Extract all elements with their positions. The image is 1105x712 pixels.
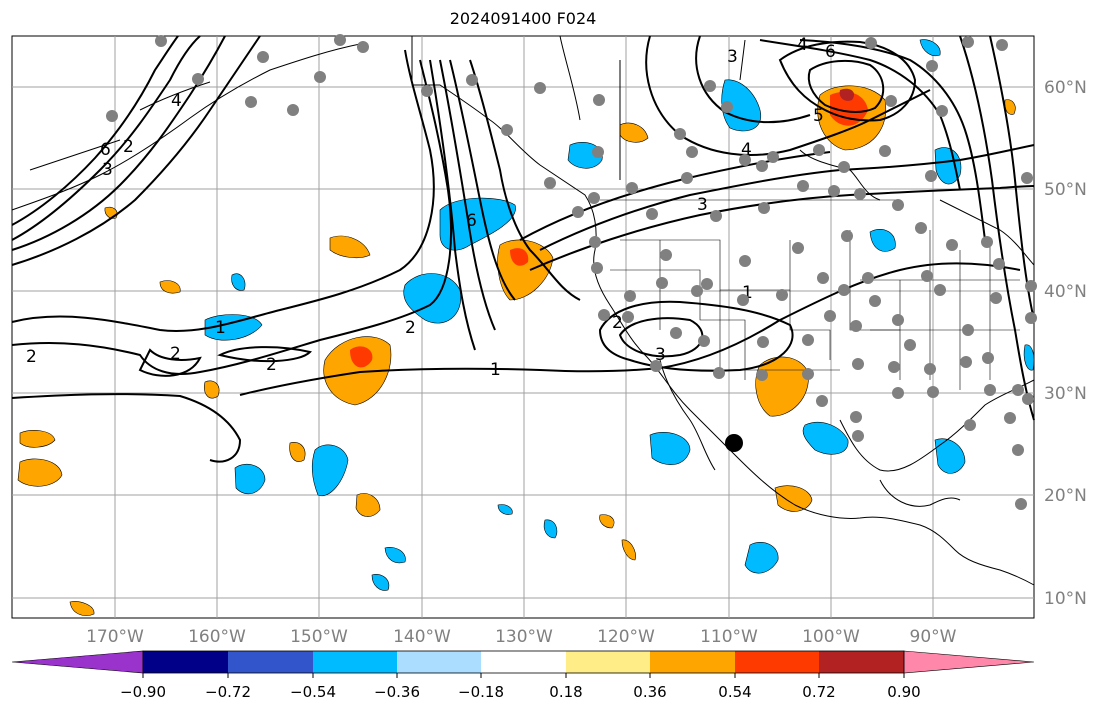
- contour-lines: [11, 35, 1035, 463]
- contour-label-5: 5: [813, 106, 824, 126]
- colorbar-tick-label: 0.18: [549, 683, 582, 701]
- lon-label: 90°W: [910, 627, 957, 647]
- contour-label-2: 2: [405, 318, 416, 338]
- lon-label: 150°W: [290, 627, 348, 647]
- colorbar-cell-over: [903, 650, 1035, 674]
- contour-label-1: 1: [742, 283, 753, 303]
- colorbar-tick-label: 0.72: [802, 683, 835, 701]
- contour-label-4: 4: [741, 140, 752, 160]
- colorbar-outline: [142, 650, 905, 674]
- contour-label-2: 2: [26, 347, 37, 367]
- contour-label-3: 3: [727, 47, 738, 67]
- colorbar-tick-label: 0.36: [633, 683, 666, 701]
- colorbar-cell: [481, 651, 566, 673]
- colorbar-tick-label: −0.36: [374, 683, 420, 701]
- contour-label-3: 3: [655, 345, 666, 365]
- lon-label: 110°W: [700, 627, 758, 647]
- lon-label: 100°W: [802, 627, 860, 647]
- contour-label-6: 6: [466, 211, 477, 231]
- contour-label-1: 1: [490, 360, 501, 380]
- colorbar-cell: [397, 651, 481, 673]
- contour-label-6: 6: [825, 42, 836, 62]
- highlight-marker: [725, 434, 743, 452]
- contour-label-3: 3: [697, 195, 708, 215]
- lon-label: 160°W: [188, 627, 246, 647]
- contour-label-2: 2: [612, 313, 623, 333]
- colorbar: −0.90 −0.72 −0.54 −0.36 −0.18 0.18 0.36 …: [11, 650, 1035, 701]
- colorbar-tick-label: 0.90: [887, 683, 920, 701]
- colorbar-cell: [819, 651, 904, 673]
- lat-label: 40°N: [1044, 282, 1087, 302]
- contour-label-2: 2: [266, 355, 277, 375]
- colorbar-cell-under: [11, 650, 144, 674]
- colorbar-cell: [566, 651, 650, 673]
- contour-label-3: 3: [102, 160, 113, 180]
- lon-label: 140°W: [393, 627, 451, 647]
- contour-label-6: 6: [100, 140, 111, 160]
- colorbar-tick-label: −0.18: [458, 683, 504, 701]
- colorbar-tick-label: 0.54: [718, 683, 751, 701]
- contour-label-1: 1: [215, 318, 226, 338]
- colorbar-cell: [228, 651, 313, 673]
- lat-label: 60°N: [1044, 78, 1087, 98]
- contour-label-4: 4: [171, 91, 182, 111]
- colorbar-tick-label: −0.90: [120, 683, 166, 701]
- map-title: 2024091400 F024: [449, 9, 597, 28]
- contour-label-2: 2: [170, 344, 181, 364]
- colorbar-cell: [735, 651, 819, 673]
- lon-label: 120°W: [597, 627, 655, 647]
- colorbar-tick-label: −0.54: [290, 683, 336, 701]
- longitude-labels: 170°W 160°W 150°W 140°W 130°W 120°W 110°…: [86, 627, 957, 647]
- contour-label-4: 4: [797, 35, 808, 55]
- lon-label: 130°W: [495, 627, 553, 647]
- lat-label: 50°N: [1044, 180, 1087, 200]
- colorbar-cell: [313, 651, 397, 673]
- lon-label: 170°W: [86, 627, 144, 647]
- colorbar-cell: [143, 651, 228, 673]
- colorbar-cell: [650, 651, 735, 673]
- station-markers: [106, 34, 1037, 510]
- contour-labels: 1 1 1 2 2 2 2 2 2 3 3 3 3 4 4 4 5 6 6 6: [26, 35, 836, 380]
- lat-label: 20°N: [1044, 486, 1087, 506]
- latitude-labels: 60°N 50°N 40°N 30°N 20°N 10°N: [1044, 78, 1087, 609]
- colorbar-tick-label: −0.72: [205, 683, 251, 701]
- lat-label: 10°N: [1044, 589, 1087, 609]
- contour-label-2: 2: [123, 137, 134, 157]
- lat-label: 30°N: [1044, 384, 1087, 404]
